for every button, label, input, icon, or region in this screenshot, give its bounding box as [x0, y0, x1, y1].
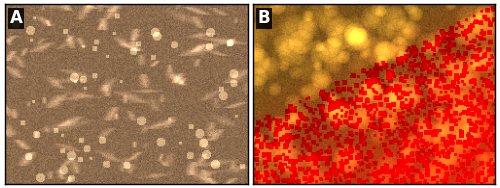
Text: A: A	[10, 9, 22, 27]
Text: B: B	[258, 9, 270, 27]
